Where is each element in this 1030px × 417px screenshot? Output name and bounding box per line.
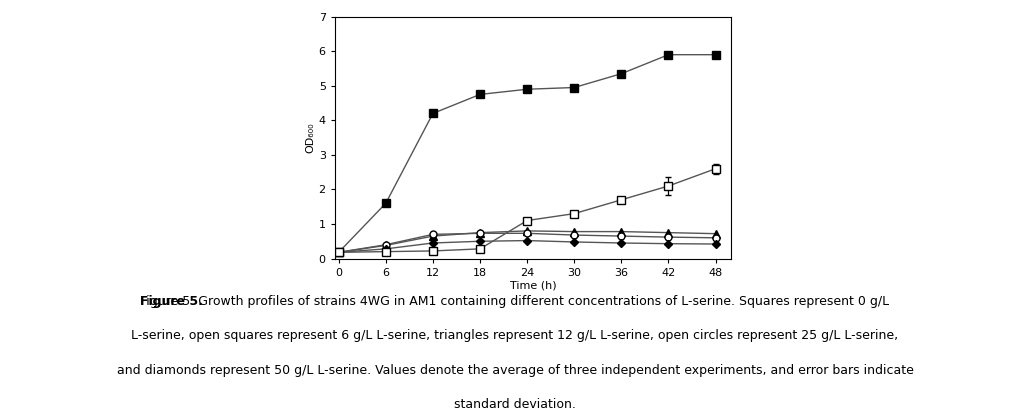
Text: and diamonds represent 50 g/L L-serine. Values denote the average of three indep: and diamonds represent 50 g/L L-serine. … xyxy=(116,364,914,377)
Text: L-serine, open squares represent 6 g/L L-serine, triangles represent 12 g/L L-se: L-serine, open squares represent 6 g/L L… xyxy=(132,329,898,342)
Y-axis label: OD₆₀₀: OD₆₀₀ xyxy=(306,122,316,153)
Text: Figure 5. Growth profiles of strains 4WG in AM1 containing different concentrati: Figure 5. Growth profiles of strains 4WG… xyxy=(140,295,890,308)
Text: Figure 5.: Figure 5. xyxy=(140,295,203,308)
Text: standard deviation.: standard deviation. xyxy=(454,398,576,411)
X-axis label: Time (h): Time (h) xyxy=(510,280,556,290)
